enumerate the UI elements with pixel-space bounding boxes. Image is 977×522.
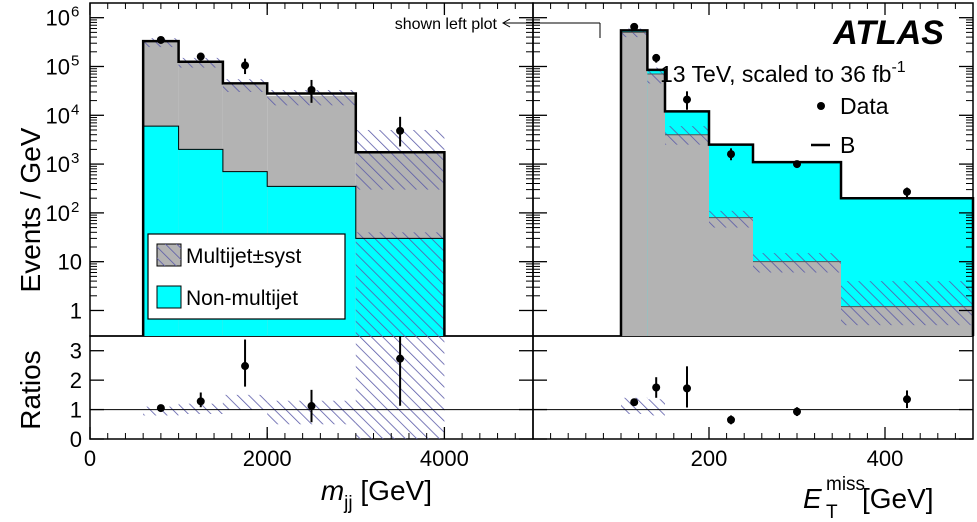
right-data-point [630, 22, 639, 31]
right-syst-band [709, 210, 753, 228]
left-legend: Multijet±syst Non-multijet [147, 233, 346, 320]
ratio-y-tick-label: 1 [70, 398, 82, 423]
y-tick-label: 10 [46, 201, 70, 226]
right-ratio-point [793, 407, 801, 416]
y-tick-exponent: 2 [71, 199, 79, 216]
annotation-text: shown left plot [395, 16, 498, 33]
y-tick-label: 10 [58, 250, 82, 275]
right-syst-band [841, 281, 973, 326]
right-x-axis-title: E [803, 483, 822, 514]
right-ratio-point [652, 383, 661, 392]
right-data-point [903, 187, 911, 196]
right-ratio-point [727, 415, 735, 424]
y-axis-title: Events / GeV [15, 127, 46, 292]
right-multijet-bin [647, 74, 665, 337]
right-syst-band [647, 67, 665, 84]
right-x-axis-unit: [GeV] [862, 483, 934, 514]
right-syst-band [753, 253, 841, 273]
y-tick-label: 10 [46, 152, 70, 177]
right-multijet-bin [709, 217, 753, 336]
right-x-tick-label: 200 [691, 446, 728, 471]
left-syst-band [222, 79, 268, 93]
right-ratio-frame [532, 335, 974, 440]
left-data-point [396, 126, 405, 135]
right-total-b-line [619, 29, 975, 336]
left-ratio-plot [90, 336, 533, 439]
left-ratio-point [396, 354, 405, 363]
left-data-point [196, 52, 205, 61]
right-multijet-bin [621, 32, 648, 336]
y-tick-exponent: 5 [71, 52, 79, 69]
right-data-point [727, 150, 735, 159]
ratio-axis-title: Ratios [15, 350, 46, 429]
right-ratio-point [630, 398, 639, 407]
left-x-axis-title: mjj [GeV] [321, 475, 432, 514]
right-x-axis-sub: T [826, 502, 838, 522]
y-tick-label: 10 [46, 6, 70, 31]
left-ratio-point [241, 362, 250, 371]
left-ratio-band [178, 403, 223, 414]
right-legend: Data B [811, 93, 889, 158]
y-tick-label: 10 [46, 103, 70, 128]
legend-label-data: Data [840, 93, 889, 119]
legend-label-multijet: Multijet±syst [186, 245, 302, 268]
right-ratio-band [647, 399, 665, 416]
right-data-point [793, 160, 801, 169]
right-multijet-bin [753, 261, 841, 336]
left-ratio-point [307, 402, 316, 411]
right-histogram [619, 22, 975, 337]
right-data-point [683, 95, 691, 104]
left-ratio-point [196, 397, 205, 406]
y-tick-exponent: 6 [71, 4, 79, 21]
right-data-point [652, 53, 661, 62]
legend-swatch-nonmultijet [156, 285, 182, 309]
ratio-y-tick-label: 2 [70, 368, 82, 393]
legend-label-b: B [840, 132, 855, 158]
experiment-label: ATLAS [832, 14, 944, 52]
left-x-tick-label: 4000 [420, 446, 469, 471]
ratio-y-tick-label: 0 [70, 427, 82, 452]
legend-marker-data [817, 102, 825, 110]
right-syst-band [665, 126, 709, 145]
y-tick-label: 10 [46, 54, 70, 79]
right-ratio-plot [533, 366, 973, 425]
left-data-point [241, 61, 250, 70]
left-nonmultijet-band [355, 232, 445, 336]
left-data-point [156, 35, 165, 44]
left-total-b-line [141, 39, 446, 336]
left-ratio-point [156, 404, 165, 413]
left-data-point [307, 85, 316, 94]
right-x-axis-sup: miss [826, 474, 865, 495]
ratio-y-tick-label: 3 [70, 339, 82, 364]
y-tick-label: 1 [70, 298, 82, 323]
right-ratio-point [903, 395, 911, 404]
left-x-tick-label: 0 [84, 446, 96, 471]
right-x-tick-label: 400 [867, 446, 904, 471]
left-x-tick-label: 2000 [243, 446, 292, 471]
right-ratio-point [683, 384, 691, 393]
left-ratio-band [222, 394, 268, 410]
y-tick-exponent: 4 [71, 101, 79, 118]
legend-label-nonmultijet: Non-multijet [186, 287, 298, 310]
y-tick-exponent: 3 [71, 150, 79, 167]
left-nonmultijet-outline [142, 125, 445, 336]
shown-left-plot-annotation: shown left plot [395, 16, 601, 38]
right-multijet-bin [665, 134, 709, 336]
energy-lumi-label: 13 TeV, scaled to 36 fb-1 [660, 59, 906, 87]
